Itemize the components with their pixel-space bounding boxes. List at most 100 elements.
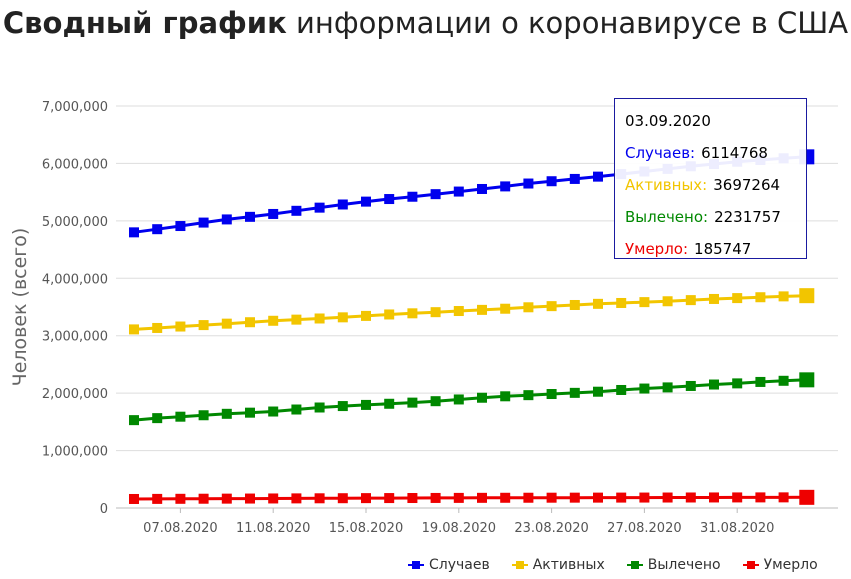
- data-point: [221, 493, 232, 504]
- data-point: [268, 406, 279, 417]
- data-point: [593, 386, 603, 397]
- data-point: [198, 320, 209, 331]
- data-point: [245, 317, 255, 328]
- data-point: [407, 191, 418, 202]
- legend-item-active[interactable]: Активных: [511, 557, 605, 573]
- legend-label-active: Активных: [532, 557, 605, 573]
- data-point: [662, 492, 673, 503]
- data-point: [799, 372, 815, 388]
- tooltip-row-deaths: Умерло: 185747: [625, 237, 806, 269]
- data-point: [523, 390, 534, 401]
- legend-label-cases: Случаев: [429, 557, 490, 573]
- data-point: [523, 302, 534, 313]
- tooltip-value-deaths: 185747: [694, 240, 752, 258]
- data-point: [500, 492, 511, 503]
- data-point: [221, 318, 232, 329]
- data-point: [407, 308, 418, 319]
- data-point: [384, 194, 395, 205]
- data-point: [245, 211, 255, 222]
- y-tick-label: 4,000,000: [42, 272, 108, 287]
- data-point: [407, 397, 418, 408]
- data-point: [314, 202, 325, 213]
- data-point: [430, 189, 441, 200]
- data-point: [709, 293, 719, 304]
- data-point: [361, 196, 371, 207]
- x-tick-label: 15.08.2020: [329, 521, 403, 536]
- data-point: [685, 380, 696, 391]
- tooltip-row-recovered: Вылечено: 2231757: [625, 205, 806, 237]
- data-point: [685, 492, 696, 503]
- tooltip-row-active: Активных: 3697264: [625, 173, 806, 205]
- chart-title: Сводный график информации о коронавирусе…: [0, 2, 851, 44]
- data-point: [616, 297, 627, 308]
- data-point: [268, 493, 279, 504]
- data-point: [175, 321, 186, 332]
- data-point: [477, 304, 487, 315]
- series-line-1: [133, 294, 807, 331]
- data-point: [755, 292, 766, 303]
- data-point: [129, 227, 139, 238]
- data-point: [453, 186, 464, 197]
- data-point: [477, 492, 487, 503]
- data-point: [337, 493, 348, 504]
- data-point: [732, 293, 743, 304]
- data-point: [639, 383, 650, 394]
- tooltip-value-cases: 6114768: [701, 144, 768, 162]
- x-tick-label: 11.08.2020: [236, 521, 310, 536]
- data-point: [732, 378, 743, 389]
- data-point: [639, 297, 650, 308]
- data-point: [755, 376, 766, 387]
- x-tick-label: 07.08.2020: [143, 521, 217, 536]
- legend: Случаев Активных Вылечено Умерло: [408, 557, 818, 573]
- data-point: [268, 315, 279, 326]
- y-tick-label: 2,000,000: [42, 387, 108, 402]
- legend-marker-cases: [408, 560, 424, 570]
- data-point: [799, 288, 815, 304]
- legend-label-deaths: Умерло: [763, 557, 818, 573]
- data-point: [337, 199, 348, 210]
- x-tick-label: 31.08.2020: [700, 521, 774, 536]
- data-point: [799, 489, 815, 505]
- data-point: [453, 394, 464, 405]
- tooltip-value-recovered: 2231757: [714, 208, 781, 226]
- data-point: [616, 492, 627, 503]
- data-point: [593, 492, 603, 503]
- data-point: [778, 291, 789, 302]
- data-point: [500, 181, 511, 192]
- data-point: [268, 208, 279, 219]
- chart-title-rest: информации о коронавирусе в США: [286, 6, 849, 40]
- data-point: [314, 493, 325, 504]
- data-point: [291, 404, 302, 415]
- data-point: [477, 392, 487, 403]
- data-point: [616, 384, 627, 395]
- data-point: [198, 217, 209, 228]
- y-tick-label: 5,000,000: [42, 215, 108, 230]
- data-point: [361, 399, 371, 410]
- data-point: [175, 221, 186, 232]
- data-point: [361, 493, 371, 504]
- data-point: [314, 313, 325, 324]
- data-point: [175, 411, 186, 422]
- data-point: [314, 402, 325, 413]
- data-point: [291, 314, 302, 325]
- y-tick-label: 7,000,000: [42, 100, 108, 115]
- data-point: [546, 389, 557, 400]
- y-tick-label: 0: [100, 502, 108, 517]
- data-point: [129, 493, 139, 504]
- data-point: [384, 309, 395, 320]
- data-point: [152, 322, 163, 333]
- legend-item-deaths[interactable]: Умерло: [742, 557, 818, 573]
- data-point: [709, 492, 719, 503]
- data-point: [453, 306, 464, 317]
- data-point: [569, 492, 580, 503]
- legend-item-cases[interactable]: Случаев: [408, 557, 490, 573]
- data-point: [129, 324, 139, 335]
- y-axis-label: Человек (всего): [9, 228, 31, 387]
- data-point: [337, 401, 348, 412]
- data-point: [593, 298, 603, 309]
- data-point: [500, 303, 511, 314]
- data-point: [221, 214, 232, 225]
- legend-item-recovered[interactable]: Вылечено: [626, 557, 721, 573]
- data-point: [430, 492, 441, 503]
- y-tick-label: 1,000,000: [42, 445, 108, 460]
